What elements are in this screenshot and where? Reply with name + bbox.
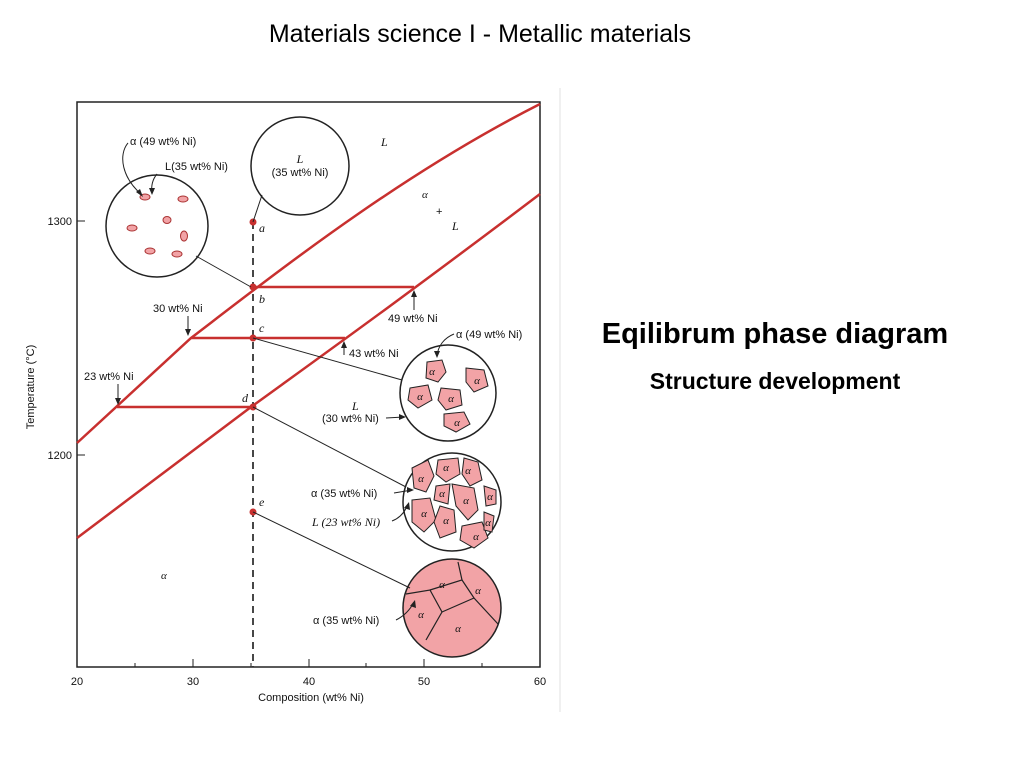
grain-label: α <box>443 515 449 527</box>
microstructure-b <box>105 174 209 278</box>
x-tick-label: 50 <box>418 676 430 688</box>
point-label-a: a <box>259 221 265 235</box>
grain-label: α <box>455 623 461 635</box>
leader-d <box>252 406 407 488</box>
grain-label: α <box>465 465 471 477</box>
label-L-23-d: L (23 wt% Ni) <box>311 515 380 529</box>
label-49-wt-ni: 49 wt% Ni <box>388 313 438 325</box>
grain-label: α <box>439 488 445 500</box>
leader-c <box>252 337 403 381</box>
liquidus-curve <box>76 102 541 444</box>
grain-label: α <box>417 391 423 403</box>
grain-label: α <box>443 462 449 474</box>
label-L-c: L <box>351 399 359 413</box>
region-solid-label: α <box>161 570 167 582</box>
microstructure-c: α α α α α <box>399 344 497 442</box>
leader-e <box>252 511 411 589</box>
label-43-wt-ni: 43 wt% Ni <box>349 348 399 360</box>
y-tick-label: 1200 <box>48 450 72 462</box>
microstructure-a <box>250 116 350 216</box>
point-marker-e <box>249 508 257 516</box>
arrow-alpha-49-top <box>122 142 143 196</box>
point-marker-b <box>249 283 257 291</box>
point-label-e: e <box>259 495 265 509</box>
y-tick-label: 1300 <box>48 216 72 228</box>
x-tick-label: 40 <box>303 676 315 688</box>
label-alpha-35-e: α (35 wt% Ni) <box>313 615 379 627</box>
label-L-c-comp: (30 wt% Ni) <box>322 413 379 425</box>
region-two-phase-alpha: α <box>422 189 428 201</box>
label-alpha-49-c: α (49 wt% Ni) <box>456 329 522 341</box>
solidus-curve <box>76 193 541 539</box>
label-alpha-49-top: α (49 wt% Ni) <box>130 136 196 148</box>
y-axis-label: Temperature (°C) <box>25 345 37 429</box>
grain-label: α <box>485 517 491 529</box>
label-30-wt-ni: 30 wt% Ni <box>153 303 203 315</box>
region-two-phase-plus: + <box>436 206 442 218</box>
grain-label: α <box>454 417 460 429</box>
label-23-wt-ni: 23 wt% Ni <box>84 371 134 383</box>
x-tick-label: 20 <box>71 676 83 688</box>
circle-a-L: L <box>296 152 304 166</box>
point-label-d: d <box>242 391 249 405</box>
grain-label: α <box>473 531 479 543</box>
grain-label: α <box>418 473 424 485</box>
point-label-b: b <box>259 292 265 306</box>
microstructure-e: α α α α <box>402 558 502 658</box>
circle-a-comp: (35 wt% Ni) <box>272 167 329 179</box>
point-label-c: c <box>259 321 265 335</box>
region-liquid-label: L <box>380 135 388 149</box>
grain-label: α <box>421 508 427 520</box>
side-title: Eqilibrum phase diagram <box>601 318 949 350</box>
x-tick-label: 60 <box>534 676 546 688</box>
grain-label: α <box>474 375 480 387</box>
leader-a <box>252 194 263 223</box>
x-axis-label: Composition (wt% Ni) <box>258 692 364 704</box>
leader-b <box>195 255 252 288</box>
grain-label: α <box>475 585 481 597</box>
microstructure-d: α α α α α α α α α α <box>402 452 502 552</box>
grain-label: α <box>487 491 493 503</box>
x-ticks <box>77 220 483 667</box>
grain-label: α <box>463 495 469 507</box>
grain-label: α <box>448 393 454 405</box>
side-subtitle: Structure development <box>649 368 901 394</box>
grain-label: α <box>418 609 424 621</box>
grain-label: α <box>429 366 435 378</box>
x-tick-label: 30 <box>187 676 199 688</box>
slide-title: Materials science I - Metallic materials <box>268 20 692 48</box>
region-two-phase-L: L <box>451 219 459 233</box>
grain-label: α <box>439 579 445 591</box>
label-alpha-35-d: α (35 wt% Ni) <box>311 488 377 500</box>
label-L-35-top: L(35 wt% Ni) <box>165 161 228 173</box>
